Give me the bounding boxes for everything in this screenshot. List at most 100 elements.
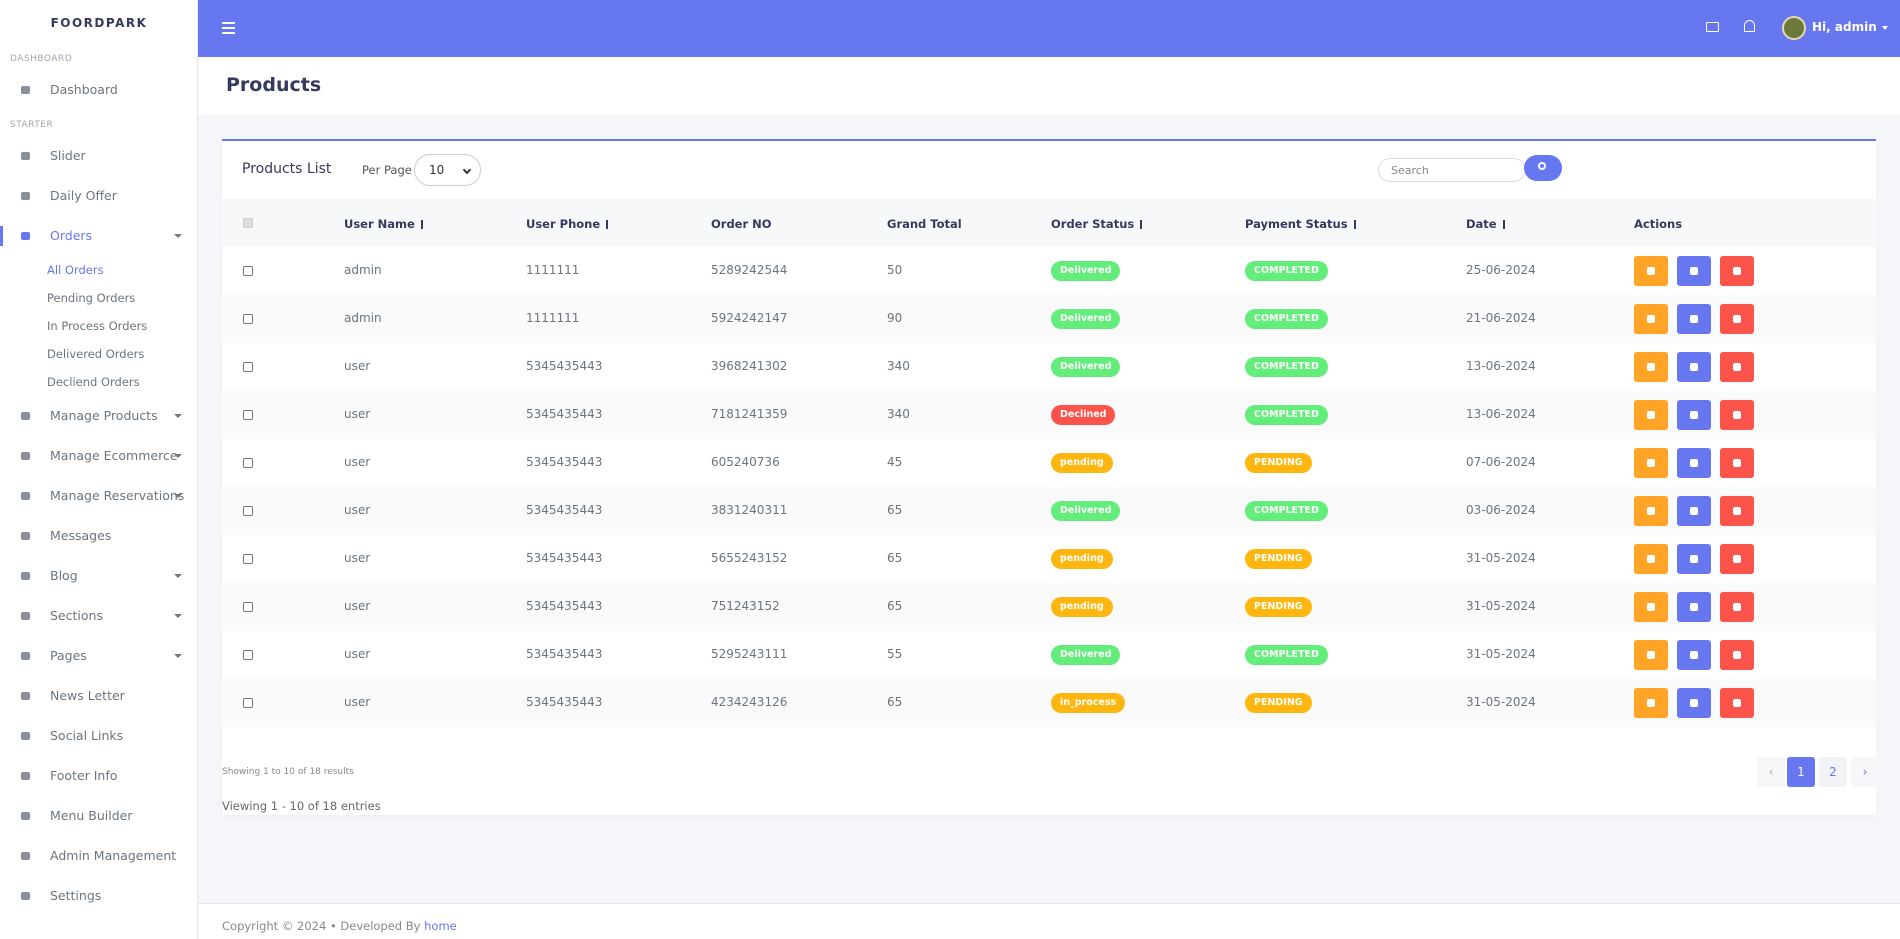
view-button[interactable] [1634, 400, 1668, 430]
view-button[interactable] [1634, 304, 1668, 334]
menu-toggle[interactable] [222, 22, 235, 24]
menu-item[interactable]: Manage Products [0, 396, 198, 436]
row-checkbox[interactable] [243, 314, 253, 324]
row-checkbox[interactable] [243, 362, 253, 372]
row-checkbox[interactable] [243, 458, 253, 468]
table-cell: 5345435443 [526, 647, 603, 661]
menu-item[interactable]: Blog [0, 556, 198, 596]
row-checkbox[interactable] [243, 650, 253, 660]
view-button[interactable] [1634, 496, 1668, 526]
edit-button[interactable] [1677, 304, 1711, 334]
edit-button[interactable] [1677, 640, 1711, 670]
column-header[interactable]: Order Status [1051, 217, 1143, 231]
menu-item[interactable]: Pages [0, 636, 198, 676]
delete-button[interactable] [1720, 304, 1754, 334]
button-icon [1647, 315, 1655, 323]
menu-item[interactable]: Daily Offer [0, 176, 198, 216]
select-all-checkbox[interactable] [243, 218, 253, 228]
view-button[interactable] [1634, 688, 1668, 718]
bell-icon[interactable] [1744, 20, 1755, 32]
view-button[interactable] [1634, 448, 1668, 478]
menu-item[interactable]: Messages [0, 516, 198, 556]
submenu-item[interactable]: Delivered Orders [47, 347, 145, 361]
button-icon [1733, 411, 1741, 419]
submenu-item[interactable]: In Process Orders [47, 319, 148, 333]
view-button[interactable] [1634, 352, 1668, 382]
edit-button[interactable] [1677, 688, 1711, 718]
search-input[interactable]: Search [1378, 158, 1526, 182]
menu-item[interactable]: Manage Ecommerce [0, 436, 198, 476]
user-name[interactable]: Hi, admin [1812, 20, 1877, 34]
per-page-select[interactable]: 10 [414, 154, 481, 186]
menu-item[interactable]: Sections [0, 596, 198, 636]
row-checkbox[interactable] [243, 266, 253, 276]
column-header[interactable]: Payment Status [1245, 217, 1356, 231]
delete-button[interactable] [1720, 352, 1754, 382]
view-button[interactable] [1634, 544, 1668, 574]
table-cell: 31-05-2024 [1466, 599, 1536, 613]
menu-item[interactable]: Orders [0, 216, 198, 256]
status-badge: Declined [1051, 405, 1116, 425]
delete-button[interactable] [1720, 256, 1754, 286]
avatar[interactable] [1782, 16, 1806, 40]
edit-button[interactable] [1677, 496, 1711, 526]
button-icon [1647, 699, 1655, 707]
delete-button[interactable] [1720, 496, 1754, 526]
footer-link[interactable]: home [424, 919, 457, 933]
page-number[interactable]: 2 [1819, 757, 1847, 787]
view-button[interactable] [1634, 592, 1668, 622]
submenu-item[interactable]: Decliend Orders [47, 375, 140, 389]
menu-item[interactable]: Footer Info [0, 756, 198, 796]
menu-item[interactable]: Menu Builder [0, 796, 198, 836]
menu-icon [21, 772, 30, 780]
row-checkbox[interactable] [243, 554, 253, 564]
column-header[interactable]: User Name [344, 217, 423, 231]
prev-page[interactable]: ‹ [1757, 757, 1785, 787]
row-checkbox[interactable] [243, 410, 253, 420]
edit-button[interactable] [1677, 256, 1711, 286]
delete-button[interactable] [1720, 544, 1754, 574]
view-button[interactable] [1634, 640, 1668, 670]
menu-item[interactable]: Admin Management [0, 836, 198, 876]
mail-icon[interactable] [1706, 22, 1719, 32]
submenu-item[interactable]: All Orders [47, 263, 104, 277]
button-icon [1733, 507, 1741, 515]
view-button[interactable] [1634, 256, 1668, 286]
delete-button[interactable] [1720, 448, 1754, 478]
menu-item[interactable]: News Letter [0, 676, 198, 716]
edit-button[interactable] [1677, 448, 1711, 478]
delete-button[interactable] [1720, 400, 1754, 430]
menu-item[interactable]: Dashboard [0, 70, 198, 110]
section-heading: DASHBOARD [10, 54, 73, 64]
column-header[interactable]: User Phone [526, 217, 609, 231]
menu-item[interactable]: Manage Reservations [0, 476, 198, 516]
table-cell: user [344, 503, 371, 517]
sort-arrow [606, 220, 609, 229]
delete-button[interactable] [1720, 640, 1754, 670]
row-checkbox[interactable] [243, 698, 253, 708]
menu-item[interactable]: Slider [0, 136, 198, 176]
edit-button[interactable] [1677, 400, 1711, 430]
page-number[interactable]: 1 [1787, 757, 1815, 787]
next-page[interactable]: › [1851, 757, 1879, 787]
edit-button[interactable] [1677, 544, 1711, 574]
table-cell: 5924242147 [711, 311, 788, 325]
sort-arrow [1502, 220, 1505, 229]
menu-icon [21, 492, 30, 500]
status-badge: Delivered [1051, 645, 1121, 665]
menu-item[interactable]: Settings [0, 876, 198, 916]
submenu-item[interactable]: Pending Orders [47, 291, 136, 305]
row-checkbox[interactable] [243, 506, 253, 516]
menu-item[interactable]: Social Links [0, 716, 198, 756]
edit-button[interactable] [1677, 352, 1711, 382]
status-badge: PENDING [1245, 453, 1312, 473]
row-checkbox[interactable] [243, 602, 253, 612]
edit-button[interactable] [1677, 592, 1711, 622]
column-header[interactable]: Date [1466, 217, 1505, 231]
delete-button[interactable] [1720, 592, 1754, 622]
brand[interactable]: FOORDPARK [50, 16, 148, 30]
dropdown-caret [174, 614, 182, 618]
search-button[interactable] [1524, 155, 1562, 181]
menu-icon [21, 692, 30, 700]
delete-button[interactable] [1720, 688, 1754, 718]
